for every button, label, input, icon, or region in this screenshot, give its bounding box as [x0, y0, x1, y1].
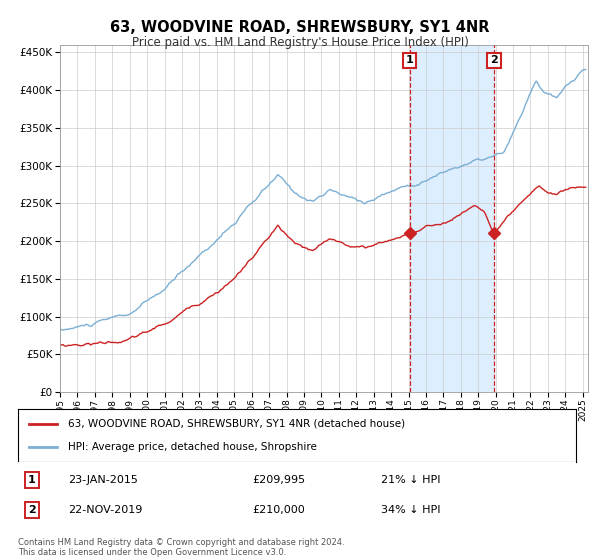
Text: £210,000: £210,000 — [253, 505, 305, 515]
Text: 23-JAN-2015: 23-JAN-2015 — [68, 475, 138, 485]
Text: HPI: Average price, detached house, Shropshire: HPI: Average price, detached house, Shro… — [68, 442, 317, 452]
Text: 1: 1 — [406, 55, 413, 66]
Bar — [410, 45, 494, 392]
Text: 22-NOV-2019: 22-NOV-2019 — [68, 505, 143, 515]
Text: 21% ↓ HPI: 21% ↓ HPI — [381, 475, 440, 485]
Text: Contains HM Land Registry data © Crown copyright and database right 2024.
This d: Contains HM Land Registry data © Crown c… — [18, 538, 344, 557]
Text: £209,995: £209,995 — [253, 475, 305, 485]
Text: 63, WOODVINE ROAD, SHREWSBURY, SY1 4NR: 63, WOODVINE ROAD, SHREWSBURY, SY1 4NR — [110, 20, 490, 35]
Text: 1: 1 — [28, 475, 36, 485]
Text: 63, WOODVINE ROAD, SHREWSBURY, SY1 4NR (detached house): 63, WOODVINE ROAD, SHREWSBURY, SY1 4NR (… — [68, 419, 406, 429]
Text: 34% ↓ HPI: 34% ↓ HPI — [381, 505, 440, 515]
Text: 2: 2 — [490, 55, 498, 66]
Text: Price paid vs. HM Land Registry's House Price Index (HPI): Price paid vs. HM Land Registry's House … — [131, 36, 469, 49]
Text: 2: 2 — [28, 505, 36, 515]
